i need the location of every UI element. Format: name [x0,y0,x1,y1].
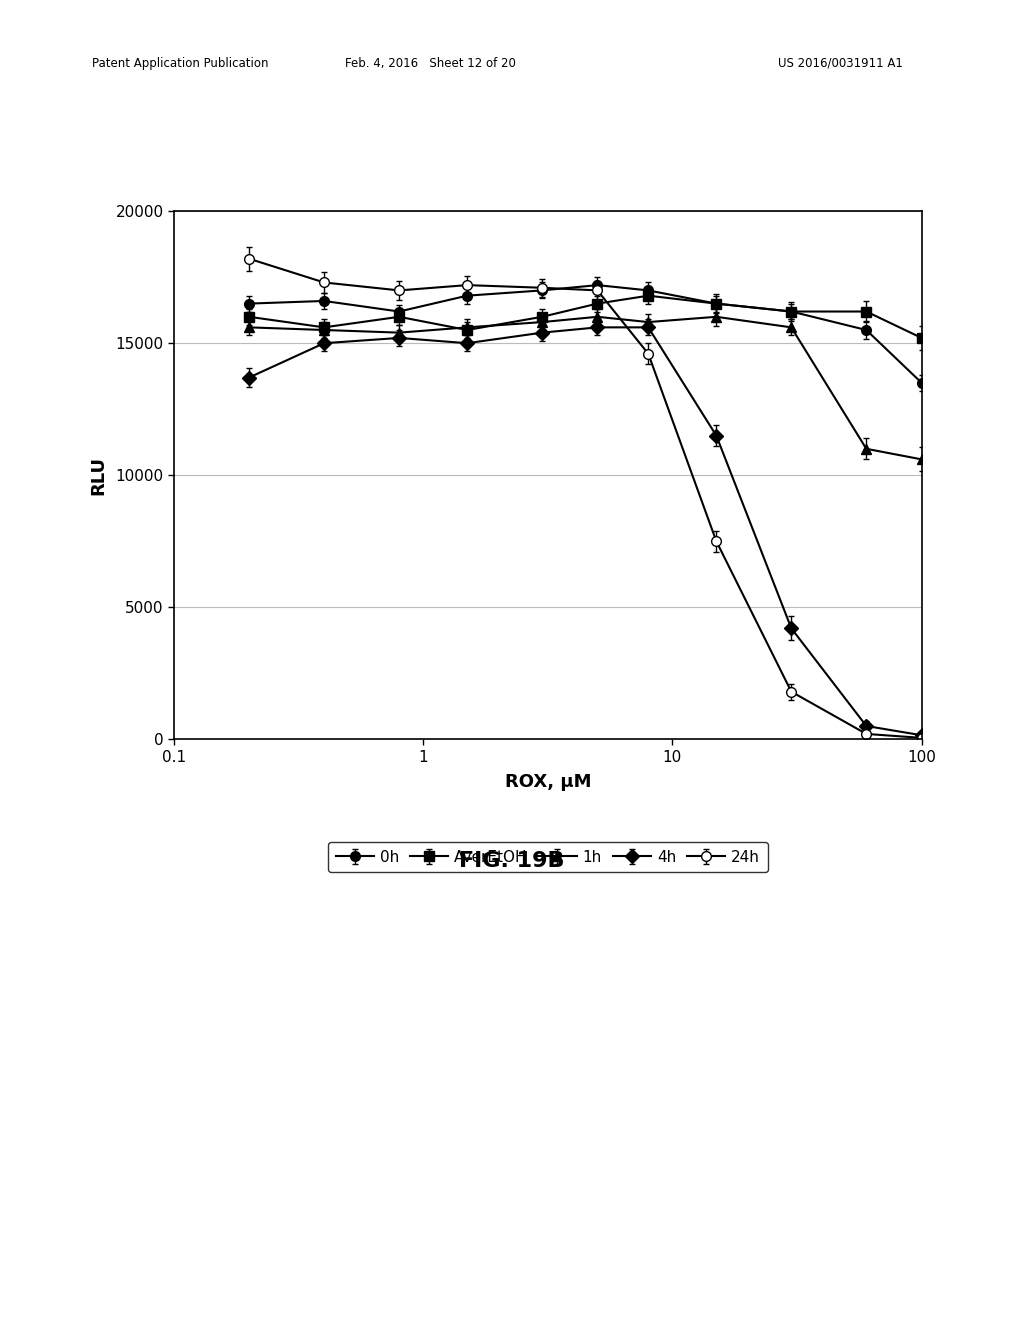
Legend: 0h, AverEtOH, 1h, 4h, 24h: 0h, AverEtOH, 1h, 4h, 24h [328,842,768,873]
Text: Feb. 4, 2016   Sheet 12 of 20: Feb. 4, 2016 Sheet 12 of 20 [345,57,515,70]
Y-axis label: RLU: RLU [89,455,108,495]
X-axis label: ROX, μM: ROX, μM [505,774,591,791]
Text: US 2016/0031911 A1: US 2016/0031911 A1 [778,57,903,70]
Text: Patent Application Publication: Patent Application Publication [92,57,268,70]
Text: FIG. 19B: FIG. 19B [459,851,565,871]
